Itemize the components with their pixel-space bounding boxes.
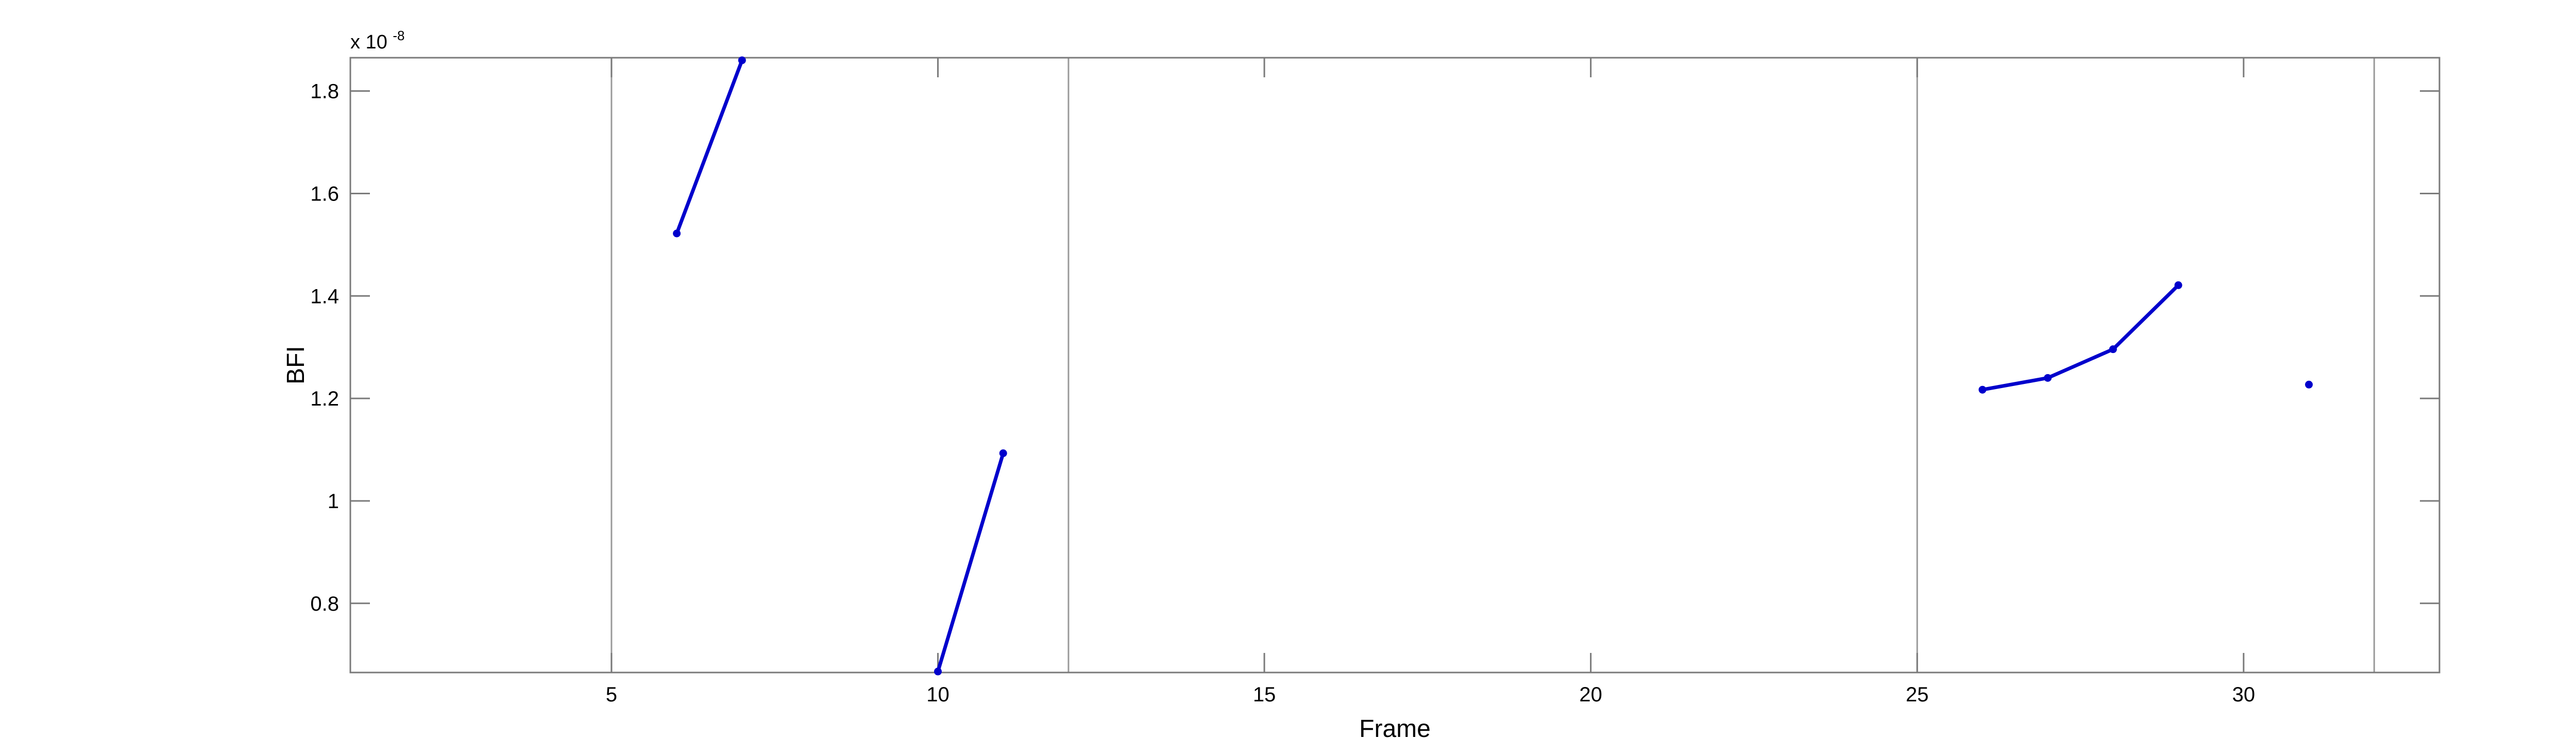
vertical-lines <box>611 58 2375 673</box>
data-point-0-0 <box>673 229 681 238</box>
data-point-2-0 <box>1978 385 1987 394</box>
y-tick-label-4: 1.6 <box>310 182 339 205</box>
data-point-2-3 <box>2174 281 2182 289</box>
y-tick-label-0: 0.8 <box>310 593 339 615</box>
data-point-2-2 <box>2109 345 2117 354</box>
x-tick-label-0: 5 <box>606 683 617 706</box>
x-tick-label-2: 15 <box>1253 683 1276 706</box>
y-ticks: 0.8 1 1.2 1.4 1.6 1.8 <box>310 80 2439 615</box>
series-line-0 <box>675 58 744 236</box>
y-exponent-base: x 10 <box>350 31 387 53</box>
data-point-1-0 <box>934 667 942 676</box>
axes <box>349 57 2441 674</box>
data-point-0-1 <box>738 56 746 64</box>
series-line-1 <box>936 451 1005 674</box>
y-tick-label-5: 1.8 <box>310 80 339 103</box>
x-tick-label-5: 30 <box>2232 683 2256 706</box>
series-line-2 <box>1980 283 2180 392</box>
x-tick-label-1: 10 <box>926 683 950 706</box>
x-axis-title: Frame <box>1359 715 1431 743</box>
y-tick-label-3: 1.4 <box>310 285 339 308</box>
series <box>673 56 2313 676</box>
x-tick-label-4: 25 <box>1906 683 1929 706</box>
axes-box <box>349 57 2441 674</box>
x-ticks: 5 10 15 20 25 30 <box>606 58 2255 706</box>
data-point-3-0 <box>2305 380 2313 389</box>
y-axis-exponent: x 10 -8 <box>350 28 405 53</box>
x-tick-label-3: 20 <box>1579 683 1602 706</box>
y-tick-label-1: 1 <box>328 490 339 513</box>
data-point-1-1 <box>999 449 1007 457</box>
y-tick-label-2: 1.2 <box>310 388 339 410</box>
y-exponent-power: -8 <box>393 28 404 43</box>
data-point-2-1 <box>2044 374 2052 382</box>
y-axis-title: BFI <box>282 346 310 384</box>
